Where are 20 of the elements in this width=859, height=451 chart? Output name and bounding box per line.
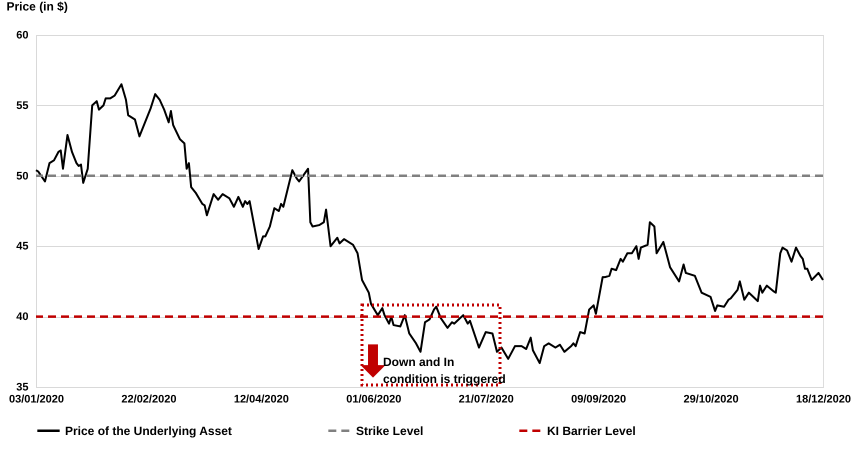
y-tick-label: 40 <box>16 311 28 324</box>
y-tick-label: 55 <box>16 100 28 112</box>
annotation: Down and In condition is triggered <box>383 355 506 386</box>
legend-label: Strike Level <box>356 424 424 438</box>
x-tick-label: 03/01/2020 <box>8 394 64 406</box>
x-tick-label: 09/09/2020 <box>571 394 626 406</box>
x-tick-label: 18/12/2020 <box>796 394 852 406</box>
legend-label: Price of the Underlying Asset <box>65 424 232 438</box>
y-tick-label: 60 <box>16 30 28 42</box>
x-tick-label: 29/10/2020 <box>684 394 739 406</box>
x-tick-label: 01/06/2020 <box>346 394 402 406</box>
legend-label: KI Barrier Level <box>547 424 636 438</box>
y-tick-label: 35 <box>16 382 28 394</box>
y-axis-title: Price (in $) <box>6 0 68 14</box>
line-series <box>35 83 824 364</box>
y-tick-label: 45 <box>16 240 28 253</box>
x-tick-label: 12/04/2020 <box>234 394 289 406</box>
x-tick-label: 21/07/2020 <box>458 394 514 406</box>
x-tick-label: 22/02/2020 <box>121 394 176 406</box>
y-tick-label: 50 <box>16 170 28 182</box>
